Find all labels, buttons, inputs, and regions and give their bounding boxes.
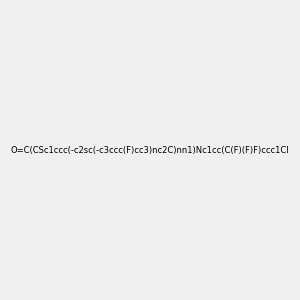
Text: O=C(CSc1ccc(-c2sc(-c3ccc(F)cc3)nc2C)nn1)Nc1cc(C(F)(F)F)ccc1Cl: O=C(CSc1ccc(-c2sc(-c3ccc(F)cc3)nc2C)nn1)…	[11, 146, 289, 154]
